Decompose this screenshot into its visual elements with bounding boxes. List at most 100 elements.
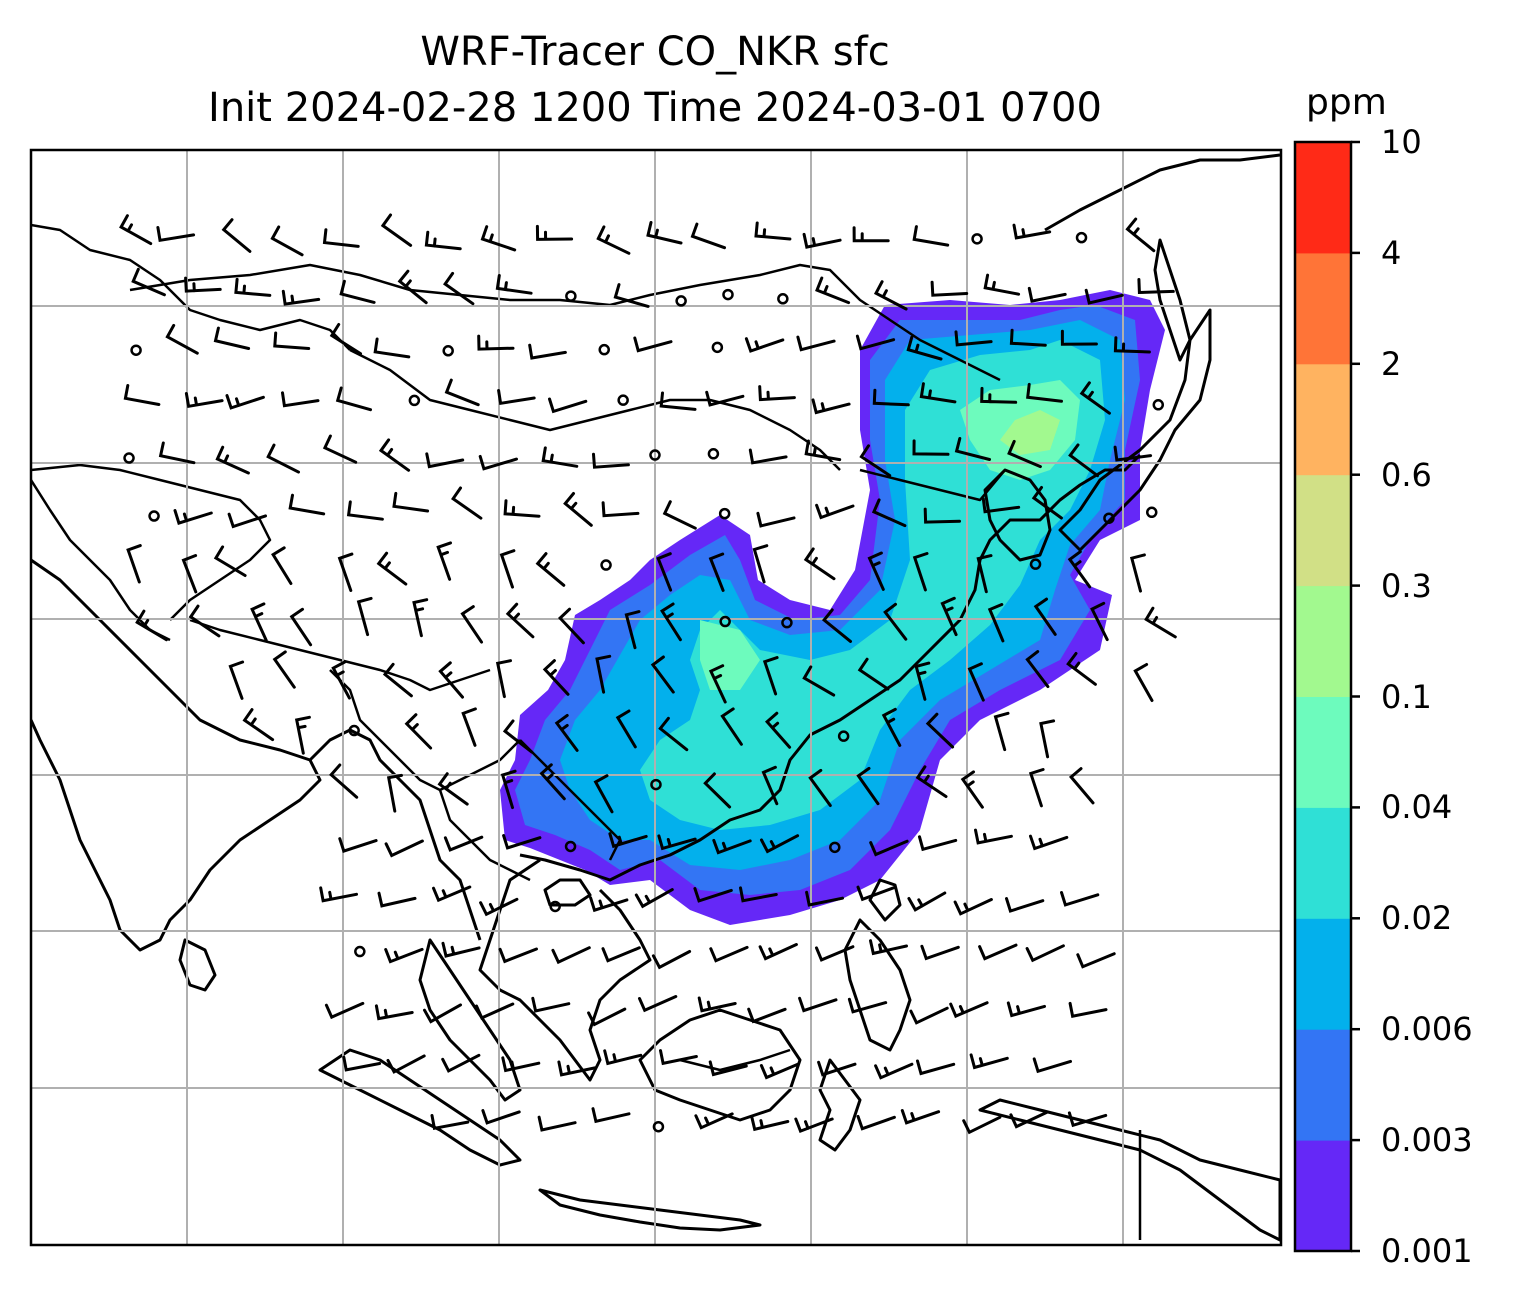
wind-barb bbox=[498, 947, 538, 964]
wind-barb bbox=[993, 711, 1010, 752]
wind-barb bbox=[912, 552, 929, 592]
wind-barb bbox=[497, 389, 536, 406]
wind-barb bbox=[382, 662, 413, 698]
wind-barb bbox=[1039, 719, 1056, 759]
wind-barb bbox=[271, 546, 293, 585]
calm-wind-marker bbox=[1103, 512, 1115, 524]
wind-barb bbox=[342, 1055, 382, 1072]
coastline-malaya bbox=[418, 938, 522, 1102]
coastline-indochina bbox=[478, 858, 652, 1082]
wind-barb bbox=[441, 941, 481, 958]
calm-wind-marker bbox=[650, 778, 662, 791]
calm-wind-marker bbox=[777, 293, 789, 305]
calm-wind-marker bbox=[408, 394, 421, 407]
map-frame bbox=[29, 148, 1283, 1247]
wind-barb bbox=[914, 661, 931, 701]
border-kazakh-china bbox=[31, 223, 351, 351]
wind-barb bbox=[697, 996, 737, 1013]
wind-barb bbox=[651, 950, 692, 970]
wind-barb bbox=[709, 945, 749, 963]
wind-barb bbox=[438, 661, 464, 699]
colorbar-unit: ppm bbox=[1306, 82, 1387, 123]
wind-barb bbox=[123, 384, 161, 406]
coastline-sakhalin bbox=[1153, 238, 1192, 362]
wind-barb bbox=[624, 610, 641, 650]
wind-barb bbox=[601, 501, 640, 518]
wind-barb bbox=[338, 837, 378, 853]
colorbar-tick-label: 0.02 bbox=[1381, 899, 1453, 938]
wind-barb bbox=[165, 323, 199, 355]
calm-wind-marker bbox=[130, 344, 142, 356]
wind-barb bbox=[660, 602, 682, 642]
wind-barb bbox=[1009, 1110, 1049, 1129]
coastline-sulawesi bbox=[818, 1058, 862, 1152]
colorbar-swatch bbox=[1295, 142, 1351, 254]
wind-barb bbox=[954, 330, 993, 347]
colorbar-swatch bbox=[1295, 1029, 1351, 1141]
wind-barb bbox=[983, 273, 1021, 296]
wind-barb bbox=[528, 343, 567, 360]
wind-barb bbox=[1006, 1001, 1046, 1018]
colorbar-tick-label: 0.3 bbox=[1381, 566, 1432, 605]
wind-barb bbox=[1113, 445, 1153, 462]
coastline-sri-lanka bbox=[178, 938, 217, 992]
wind-barb bbox=[537, 1115, 577, 1132]
wind-barb bbox=[225, 394, 265, 410]
wind-barb bbox=[1060, 329, 1098, 346]
coastline-bay-bengal bbox=[308, 728, 482, 941]
wind-barb bbox=[539, 763, 566, 801]
wind-barb bbox=[563, 492, 593, 527]
wind-barb bbox=[646, 221, 683, 245]
wind-barb bbox=[981, 497, 1021, 514]
map-subtitle: Init 2024-02-28 1200 Time 2024-03-01 070… bbox=[208, 85, 1102, 131]
wind-barb bbox=[324, 1001, 365, 1020]
wind-barb bbox=[916, 1059, 956, 1076]
wind-barb bbox=[615, 709, 637, 749]
border-afghan-pak bbox=[31, 479, 171, 642]
wind-barb bbox=[720, 707, 743, 746]
wind-barb bbox=[900, 1109, 941, 1125]
wind-barb bbox=[119, 214, 153, 246]
wind-barb bbox=[815, 276, 851, 305]
wind-barb bbox=[1067, 1111, 1108, 1128]
wind-barb bbox=[384, 839, 424, 858]
wind-barb bbox=[925, 712, 955, 749]
wind-barb bbox=[377, 891, 417, 908]
wind-barb bbox=[638, 995, 678, 1013]
wind-barb bbox=[603, 1049, 643, 1066]
wind-barb bbox=[659, 391, 697, 411]
wind-barb bbox=[374, 1004, 414, 1021]
wind-barb bbox=[531, 996, 571, 1013]
colorbar-tick-label: 10 bbox=[1381, 123, 1422, 161]
wind-barb bbox=[1090, 601, 1109, 642]
wind-barb bbox=[281, 391, 320, 408]
wind-barb bbox=[874, 1062, 914, 1080]
wind-barb bbox=[608, 832, 648, 849]
wind-barb bbox=[754, 221, 792, 241]
wind-barb bbox=[909, 1006, 949, 1025]
wind-barb bbox=[542, 659, 570, 696]
wind-barb bbox=[451, 486, 483, 520]
wind-barb bbox=[397, 269, 428, 305]
colorbar-swatch bbox=[1295, 918, 1351, 1030]
wind-barb bbox=[184, 392, 224, 409]
wind-barb bbox=[1066, 652, 1097, 686]
wind-barb bbox=[953, 898, 993, 916]
wind-barb bbox=[346, 500, 384, 521]
wind-barb bbox=[502, 834, 542, 850]
coastline-sumatra bbox=[318, 1048, 522, 1167]
wind-barb bbox=[131, 267, 166, 297]
calm-wind-marker bbox=[148, 510, 160, 522]
wind-barb bbox=[821, 608, 852, 643]
calm-wind-marker bbox=[711, 341, 724, 354]
wind-barb bbox=[1068, 1001, 1108, 1018]
calm-wind-marker bbox=[617, 394, 629, 406]
wind-barb bbox=[548, 397, 588, 414]
wind-barb bbox=[1068, 443, 1099, 478]
wind-barb bbox=[657, 834, 697, 851]
wind-barb bbox=[432, 885, 472, 903]
wind-barb bbox=[380, 213, 413, 247]
wind-barb bbox=[967, 662, 985, 702]
wind-barb bbox=[595, 654, 612, 694]
tracer-plume bbox=[500, 290, 1165, 925]
